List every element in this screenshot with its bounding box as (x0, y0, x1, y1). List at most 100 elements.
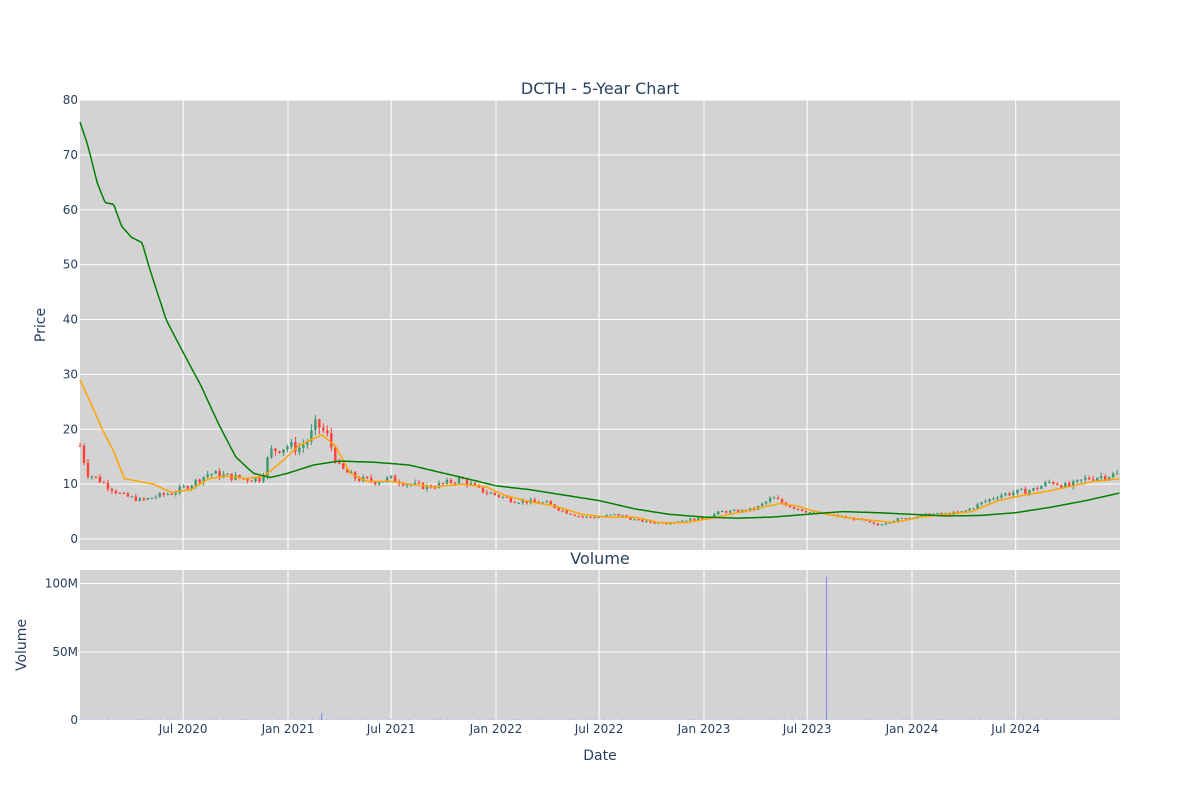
volume-bar (913, 719, 915, 720)
volume-bar (548, 719, 549, 720)
volume-bar (392, 719, 394, 720)
volume-bar (430, 719, 431, 720)
volume-bar (361, 718, 363, 720)
volume-bar (850, 719, 852, 720)
volume-bar (621, 719, 623, 720)
candle-body (924, 513, 927, 515)
volume-bar (495, 719, 496, 720)
volume-bar (725, 719, 727, 720)
volume-bar (438, 718, 440, 720)
volume-bar (277, 718, 279, 720)
volume-y-tick-label: 100M (45, 577, 78, 591)
volume-bar (972, 719, 973, 720)
volume-bar (81, 718, 83, 720)
volume-bar (218, 718, 219, 720)
volume-bar (1031, 719, 1033, 720)
candle-body (780, 499, 784, 503)
volume-bar (594, 719, 595, 720)
candle-body (1028, 490, 1031, 494)
candle-body (254, 477, 257, 482)
volume-bar (912, 719, 913, 720)
volume-bar (421, 719, 423, 721)
candle-body (437, 482, 441, 488)
volume-bar (84, 719, 86, 721)
volume-bar (96, 719, 98, 720)
volume-bar (103, 719, 105, 721)
volume-bar (730, 719, 732, 720)
candle-body (310, 430, 313, 442)
volume-bar (517, 719, 519, 720)
volume-bar (583, 718, 585, 720)
volume-bar (353, 718, 354, 720)
volume-bar (312, 719, 313, 720)
candle-body (633, 519, 636, 521)
volume-bar (406, 719, 407, 720)
volume-bar (599, 719, 601, 720)
candle-body (577, 515, 580, 517)
volume-bar (89, 719, 91, 720)
volume-bar (387, 718, 389, 720)
volume-bar (281, 718, 283, 720)
candle-body (385, 477, 389, 482)
volume-bar (558, 719, 560, 720)
volume-bar (454, 719, 455, 720)
candle-body (114, 490, 118, 493)
candle-body (441, 482, 445, 484)
x-tick-labels: Jul 2020 Jan 2021 Jul 2021 Jan 2022 Jul 2022… (158, 722, 1040, 736)
volume-bar (727, 718, 729, 720)
volume-bar (835, 718, 837, 720)
volume-bar (756, 719, 758, 720)
volume-bar (166, 718, 168, 720)
volume-bar (1050, 718, 1052, 720)
volume-bar (426, 719, 428, 720)
candle-body (804, 511, 808, 513)
volume-y-tick-label: 50M (52, 645, 78, 659)
candle-body (1060, 485, 1063, 488)
volume-bar (197, 718, 199, 720)
volume-bar (144, 718, 146, 720)
volume-bar (356, 719, 358, 720)
candle-body (1024, 488, 1027, 494)
candle-body (162, 493, 165, 495)
candle-body (736, 510, 740, 513)
volume-bar (876, 719, 878, 720)
x-tick-label: Jan 2024 (885, 722, 939, 736)
volume-bar (809, 719, 811, 720)
candle-body (94, 476, 98, 478)
volume-bar (590, 719, 592, 720)
volume-bar (611, 719, 613, 720)
volume-bar (189, 719, 190, 721)
volume-bar (484, 719, 486, 720)
volume-bar (1108, 719, 1110, 720)
volume-bar (442, 719, 443, 720)
candle-body (713, 514, 716, 517)
volume-bar (318, 718, 320, 720)
volume-bar (142, 718, 144, 720)
volume-bar (995, 719, 997, 720)
volume-bar (344, 718, 346, 720)
candle-body (760, 503, 764, 507)
volume-bar (1054, 719, 1055, 720)
volume-bar (501, 719, 503, 720)
volume-bar (689, 718, 691, 720)
volume-bar (206, 718, 207, 720)
volume-bar (833, 719, 835, 720)
candle-body (110, 488, 114, 491)
volume-bar (891, 719, 893, 720)
volume-bar (1030, 719, 1031, 720)
volume-bar (245, 718, 247, 720)
volume-bar (960, 719, 961, 720)
candle-body (665, 523, 668, 525)
volume-bar (601, 719, 602, 721)
volume-bar (966, 719, 968, 720)
volume-bar (710, 718, 712, 720)
volume-bar (161, 719, 163, 721)
volume-bar (754, 719, 756, 721)
volume-bar (703, 719, 705, 721)
candle-body (1064, 483, 1067, 488)
candle-body (637, 519, 640, 521)
volume-bar (510, 718, 512, 720)
volume-bar (247, 718, 248, 720)
candle-body (976, 504, 979, 509)
volume-bar (371, 719, 373, 720)
